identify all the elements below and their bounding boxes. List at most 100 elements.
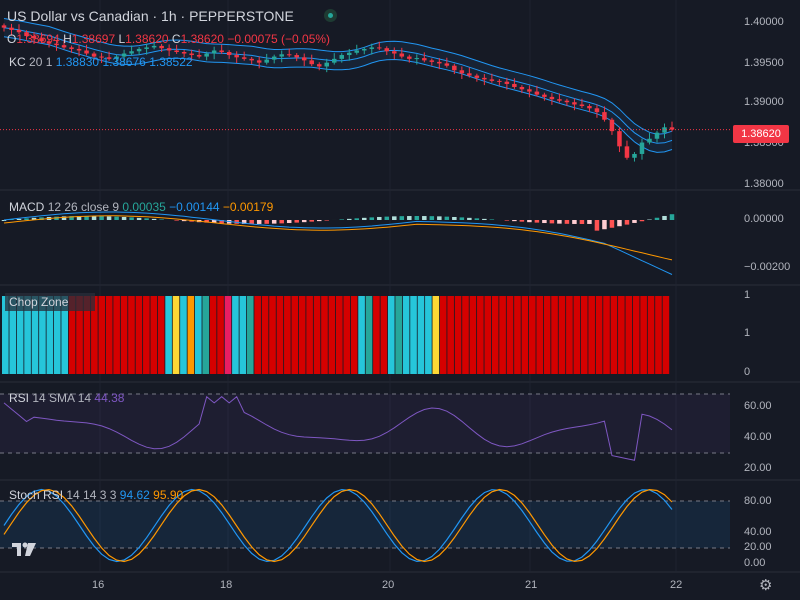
macd-histogram-bar xyxy=(16,218,22,220)
price-axis-label: 1.38000 xyxy=(744,178,784,190)
chop-zone-bar xyxy=(291,296,299,374)
chop-zone-bar xyxy=(165,296,172,374)
gear-icon[interactable]: ⚙ xyxy=(759,577,773,594)
chop-zone-bar xyxy=(573,296,581,374)
macd-legend[interactable]: MACD 12 26 close 9 0.00035 −0.00144 −0.0… xyxy=(9,200,273,214)
candle-body xyxy=(429,60,435,62)
macd-histogram-bar xyxy=(482,218,487,220)
chop-zone-bar xyxy=(194,296,202,374)
chop-zone-bar xyxy=(187,296,195,374)
candle-body xyxy=(609,119,615,132)
chop-zone-bar xyxy=(284,296,291,374)
chop-zone-bar xyxy=(432,296,440,374)
macd-histogram-bar xyxy=(422,216,427,220)
ohlc-readout: O1.38694 H1.38697 L1.38620 C1.38620 −0.0… xyxy=(7,32,330,46)
macd-histogram-bar xyxy=(91,216,97,220)
macd-histogram-bar xyxy=(609,220,615,228)
candle-body xyxy=(669,127,675,130)
tradingview-logo-icon[interactable] xyxy=(10,540,40,560)
macd-histogram-bar xyxy=(264,220,269,224)
candle-body xyxy=(347,52,352,56)
candle-body xyxy=(249,58,254,61)
chop-zone-bar xyxy=(254,296,261,374)
candle-body xyxy=(144,47,149,49)
candle-body xyxy=(534,91,540,95)
kc-basis: 1.38676 xyxy=(102,55,146,69)
change-value: −0.00075 (−0.05%) xyxy=(227,32,331,46)
time-axis-label: 21 xyxy=(525,579,538,591)
macd-line xyxy=(3,211,673,275)
chop-zone-bar xyxy=(239,296,247,374)
macd-histogram-bar xyxy=(624,220,630,225)
candle-body xyxy=(219,50,224,52)
macd-histogram-bar xyxy=(347,218,352,220)
chop-zone-bar xyxy=(447,296,454,374)
candle-body xyxy=(557,99,562,101)
time-axis-label: 20 xyxy=(382,579,395,591)
time-axis-label: 22 xyxy=(670,579,683,591)
macd-histogram-bar xyxy=(69,216,74,220)
symbol-title[interactable]: US Dollar vs Canadian · 1h · PEPPERSTONE xyxy=(7,8,294,24)
stoch-rsi-legend[interactable]: Stoch RSI 14 14 3 3 94.62 95.90 xyxy=(9,488,183,502)
macd-histogram-bar xyxy=(249,220,254,224)
macd-histogram-bar xyxy=(151,218,157,220)
candle-body xyxy=(602,112,607,120)
rsi-value: 44.38 xyxy=(94,391,125,405)
candle-body xyxy=(76,48,82,51)
macd-histogram-bar xyxy=(316,220,322,222)
candle-body xyxy=(422,58,427,61)
macd-histogram-bar xyxy=(256,220,262,224)
high-value: 1.38697 xyxy=(71,32,116,46)
chop-zone-bar xyxy=(632,296,640,374)
chop-zone-bar xyxy=(135,296,143,374)
chop-zone-bar xyxy=(647,296,655,374)
chop-zone-bar xyxy=(209,296,217,374)
candle-body xyxy=(16,29,22,33)
candle-body xyxy=(69,47,74,49)
candle-body xyxy=(136,48,142,52)
macd-histogram-bar xyxy=(181,220,187,222)
chop-zone-bar xyxy=(31,296,39,374)
candle-body xyxy=(114,56,119,59)
candle-body xyxy=(399,53,405,57)
stoch-axis-label: 80.00 xyxy=(744,495,772,507)
chop-zone-bar xyxy=(46,296,54,374)
candle-body xyxy=(549,96,555,100)
market-status-icon xyxy=(324,9,337,22)
macd-histogram-bar xyxy=(489,219,495,220)
candle-body xyxy=(31,36,37,39)
chop-zone-legend[interactable]: Chop Zone xyxy=(5,293,95,311)
candle-body xyxy=(256,60,262,63)
macd-histogram-bar xyxy=(219,220,224,224)
candle-body xyxy=(129,51,134,54)
chop-zone-bar xyxy=(157,296,165,374)
chop-zone-bar xyxy=(321,296,328,374)
chop-zone-bar xyxy=(402,296,410,374)
candle-body xyxy=(211,50,217,54)
candle-body xyxy=(482,77,487,80)
open-value: 1.38694 xyxy=(16,32,60,46)
macd-line-value: −0.00144 xyxy=(169,200,220,214)
kc-legend[interactable]: KC 20 1 1.38830 1.38676 1.38522 xyxy=(9,55,193,69)
macd-hist-value: 0.00035 xyxy=(122,200,166,214)
candle-body xyxy=(264,59,269,63)
chop-zone-bar xyxy=(491,296,499,374)
macd-histogram-bar xyxy=(429,216,435,220)
candle-body xyxy=(54,43,59,46)
macd-histogram-bar xyxy=(579,220,585,224)
candle-body xyxy=(99,56,104,58)
chop-zone-bar xyxy=(16,296,24,374)
candle-body xyxy=(594,108,600,113)
macd-axis-label: 0.00000 xyxy=(744,213,784,225)
chop-zone-bar xyxy=(83,296,91,374)
kc-upper-line xyxy=(3,18,673,135)
macd-histogram-bar xyxy=(129,217,134,220)
candle-body xyxy=(339,55,345,59)
rsi-legend[interactable]: RSI 14 SMA 14 44.38 xyxy=(9,391,124,405)
chop-zone-bar xyxy=(61,296,68,374)
macd-histogram-bar xyxy=(617,220,622,227)
candle-body xyxy=(362,48,367,51)
rsi-axis-label: 60.00 xyxy=(744,400,772,412)
macd-histogram-bar xyxy=(324,220,329,221)
